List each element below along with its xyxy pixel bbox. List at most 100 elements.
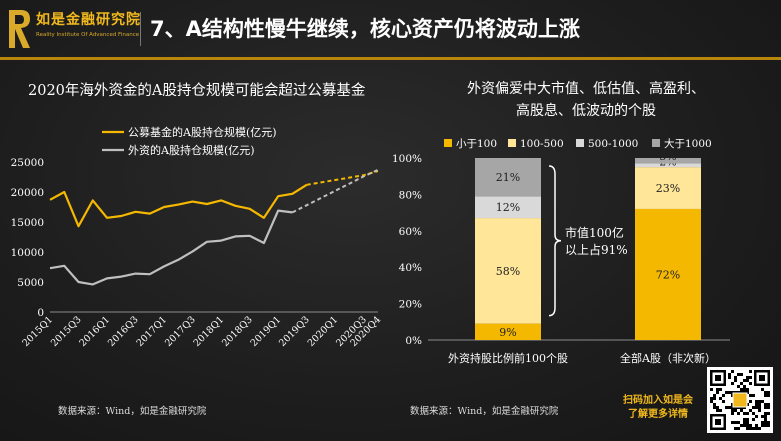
qr-module: [731, 409, 734, 412]
cta-line-1: 扫码加入如是会: [623, 395, 693, 406]
logo-subtitle: Reality Institute Of Advanced Finance: [36, 32, 140, 38]
qr-module: [749, 376, 752, 379]
bar-segment: [475, 218, 541, 324]
y-tick-label: 40%: [399, 262, 422, 274]
y-tick-label: 20%: [399, 299, 422, 311]
qr-module: [710, 397, 713, 400]
qr-module: [740, 388, 743, 391]
bar-data-label: 21%: [496, 171, 520, 184]
qr-module: [761, 421, 764, 424]
qr-module: [764, 391, 767, 394]
bar-data-label: 58%: [496, 265, 520, 278]
bar-data-label: 12%: [496, 201, 520, 214]
series-projection-2: [291, 168, 379, 214]
qr-module: [764, 415, 767, 418]
legend-label-1: 小于100: [456, 138, 497, 150]
legend-label-4: 大于1000: [664, 137, 712, 150]
annotation-line-2: 以上占91%: [565, 242, 628, 257]
page-title: 7、A结构性慢牛继续，核心资产仍将波动上涨: [150, 17, 580, 41]
qr-module: [740, 424, 743, 427]
qr-module: [761, 424, 764, 427]
y-tick-label: 60%: [399, 226, 422, 238]
qr-module: [764, 394, 767, 397]
qr-module: [713, 397, 716, 400]
qr-module: [710, 400, 713, 403]
qr-module: [755, 403, 758, 406]
qr-finder-core: [715, 375, 721, 381]
qr-module: [746, 388, 749, 391]
left-chart-title: 2020年海外资金的A股持仓规模可能会超过公募基金: [28, 83, 366, 99]
series-line-2: [49, 209, 293, 286]
y-tick-label: 100%: [392, 153, 422, 165]
qr-module: [731, 421, 734, 424]
stacked-bar-chart: 0% 20% 40% 60% 80% 100% 小于100 100-500 500-1000 大于…: [392, 137, 730, 365]
bar-segment: [635, 208, 701, 340]
right-title-line-1: 外资偏爱中大市值、低估值、高盈利、: [467, 81, 705, 97]
qr-module: [713, 403, 716, 406]
qr-module: [764, 424, 767, 427]
qr-module: [728, 373, 731, 376]
x-tick-label: 2015Q3: [49, 314, 84, 349]
qr-module: [761, 415, 764, 418]
qr-module: [755, 427, 758, 430]
qr-module: [725, 391, 728, 394]
qr-module: [743, 385, 746, 388]
qr-module: [743, 421, 746, 424]
qr-module: [758, 400, 761, 403]
qr-module: [755, 415, 758, 418]
logo-text: 如是金融研究院: [36, 12, 141, 28]
x-tick-label: 2018Q3: [220, 314, 255, 349]
qr-module: [752, 406, 755, 409]
qr-module: [752, 394, 755, 397]
qr-module: [752, 412, 755, 415]
qr-module: [749, 400, 752, 403]
y-tick-label: 0: [37, 307, 44, 319]
right-chart-title: 外资偏爱中大市值、低估值、高盈利、 高股息、低波动的个股: [432, 78, 740, 122]
qr-module: [722, 394, 725, 397]
qr-module: [746, 376, 749, 379]
qr-module: [743, 379, 746, 382]
left-source-note: 数据来源：Wind，如是金融研究院: [58, 406, 207, 417]
x-category-label: 全部A股（非次新）: [620, 351, 716, 365]
qr-module: [758, 406, 761, 409]
y-tick-label: 15000: [11, 217, 44, 229]
qr-call-to-action: 扫码加入如是会 了解更多详情: [612, 394, 704, 422]
qr-module: [713, 406, 716, 409]
qr-module: [728, 391, 731, 394]
qr-module: [716, 406, 719, 409]
x-tick-label: 2020Q1: [306, 314, 341, 349]
qr-module: [755, 424, 758, 427]
header: 如是金融研究院 Reality Institute Of Advanced Fi…: [0, 0, 781, 60]
qr-module: [734, 421, 737, 424]
qr-module: [734, 427, 737, 430]
right-source-note: 数据来源：Wind，如是金融研究院: [410, 406, 559, 417]
qr-module: [755, 400, 758, 403]
qr-module: [731, 370, 734, 373]
qr-module: [758, 409, 761, 412]
qr-module: [746, 427, 749, 430]
legend-swatch-1: [444, 139, 452, 147]
qr-module: [746, 424, 749, 427]
qr-module: [767, 394, 770, 397]
qr-module: [746, 379, 749, 382]
qr-module: [764, 418, 767, 421]
qr-module: [713, 394, 716, 397]
bar-segment: [635, 163, 701, 168]
qr-module: [737, 373, 740, 376]
qr-module: [722, 400, 725, 403]
qr-module: [755, 406, 758, 409]
qr-module: [719, 397, 722, 400]
cta-line-2: 了解更多详情: [628, 409, 688, 420]
qr-module: [761, 388, 764, 391]
qr-module: [767, 391, 770, 394]
x-tick-label: 2016Q1: [78, 314, 113, 349]
qr-module: [746, 418, 749, 421]
qr-module: [749, 382, 752, 385]
qr-module: [725, 406, 728, 409]
qr-module: [743, 388, 746, 391]
qr-module: [716, 391, 719, 394]
qr-code-icon[interactable]: [707, 367, 773, 433]
qr-module: [749, 424, 752, 427]
bar-data-label: 72%: [656, 268, 680, 281]
